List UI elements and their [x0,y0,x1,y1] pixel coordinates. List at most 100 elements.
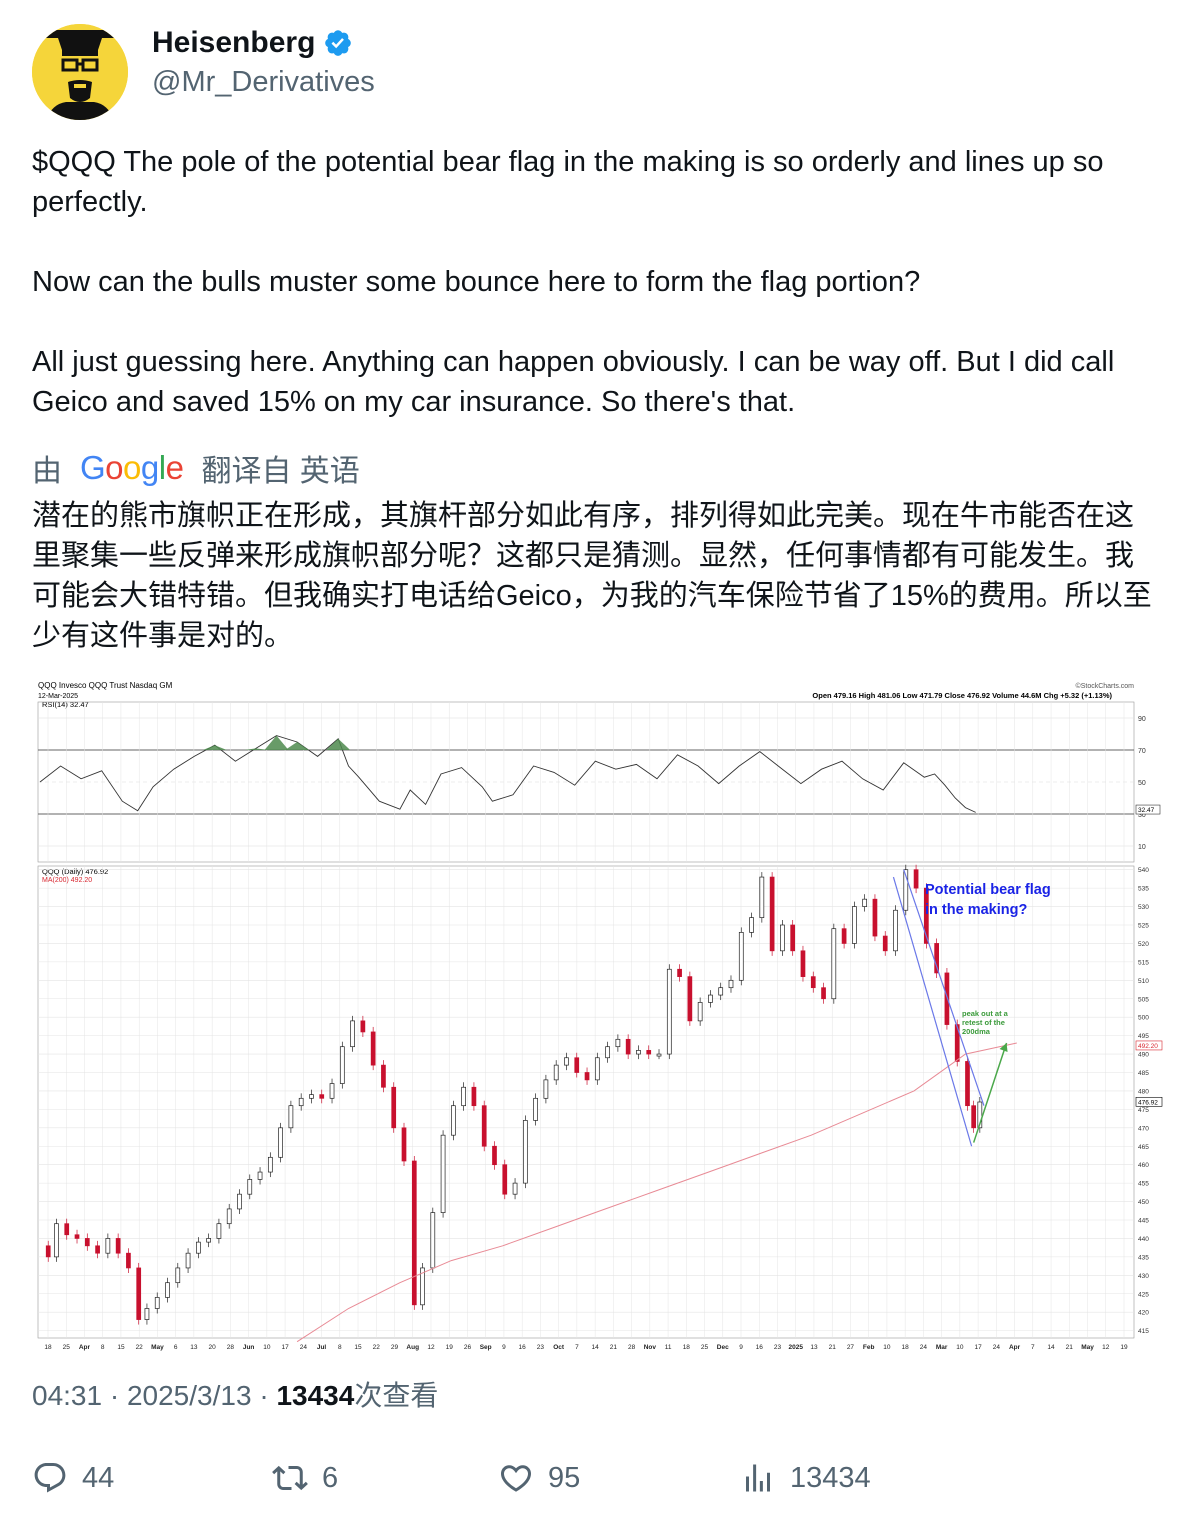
price-tick-label: 525 [1138,923,1149,930]
x-tick-label: 17 [974,1344,982,1351]
display-name[interactable]: Heisenberg [152,26,316,59]
x-tick-label: 9 [502,1344,506,1351]
candle-body [903,869,909,911]
tweet-paragraph-3: All just guessing here. Anything can hap… [32,346,1115,418]
candle-body [391,1086,397,1129]
like-button[interactable]: 95 [498,1460,580,1496]
candle-body [401,1127,407,1162]
flag-channel-upper [903,869,985,1106]
price-tick-label: 535 [1138,886,1149,893]
candle-body [512,1182,518,1195]
price-tick-label: 540 [1138,867,1149,874]
view-label: 次查看 [354,1380,439,1411]
x-tick-label: 18 [902,1344,910,1351]
user-handle[interactable]: @Mr_Derivatives [152,66,375,98]
x-tick-label: 20 [209,1344,217,1351]
candle-body [45,1245,51,1258]
x-tick-label: 28 [628,1344,636,1351]
chart-image[interactable]: QQQ Invesco QQQ Trust Nasdaq GM 12-Mar-2… [32,676,1164,1358]
price-tick-label: 490 [1138,1052,1149,1059]
x-tick-label: 21 [1066,1344,1074,1351]
close-tag-box [1135,1096,1163,1107]
candle-body [226,1208,232,1225]
candle-body [666,968,672,1055]
x-tick-label: 14 [592,1344,600,1351]
candle-body [697,1002,703,1022]
candle-body [126,1252,131,1269]
candle-body [872,898,878,937]
x-tick-label: 24 [920,1344,928,1351]
stock-chart: QQQ Invesco QQQ Trust Nasdaq GM 12-Mar-2… [37,681,1163,1351]
x-tick-label: 25 [63,1344,71,1351]
candle-body [175,1267,181,1284]
tweet-paragraph-1: $QQQ The pole of the potential bear flag… [32,146,1104,218]
candle-body [84,1238,90,1247]
price-tick-label: 425 [1138,1291,1149,1298]
candle-body [605,1046,610,1059]
translated-text: 潜在的熊市旗帜正在形成，其旗杆部分如此有序，排列得如此完美。现在牛市能否在这里聚… [32,500,1152,652]
name-row: Heisenberg [152,26,353,60]
candle-body [780,924,785,952]
price-tick-label: 470 [1138,1125,1149,1132]
candle-body [790,924,796,952]
candle-body [708,994,713,1003]
rsi-series [39,735,976,813]
rsi-panel: 90 70 50 30 10 32.47 [37,701,1161,863]
tweet-time[interactable]: 04:31 [32,1380,103,1411]
candle-body [522,1120,528,1184]
candle-body [64,1223,70,1236]
candle-body [451,1105,456,1136]
candle-body [574,1057,580,1073]
candle-body [440,1134,446,1213]
repost-button[interactable]: 6 [272,1460,338,1496]
x-tick-label: 22 [373,1344,381,1351]
x-axis: 18 25 Apr 8 15 22 May 6 13 20 28 Jun 10 17 24 Jul 8 15 22 2… [44,702,1128,1351]
candle-body [185,1252,191,1269]
views-count: 13434 [790,1461,871,1494]
x-tick-label: 10 [956,1344,964,1351]
candle-body [882,935,888,952]
candle-body [615,1038,621,1048]
x-tick-label: Sep [480,1344,492,1351]
annotation-small-3: 200dma [962,1027,991,1036]
x-tick-label: 21 [829,1344,837,1351]
price-tick-label: 520 [1138,941,1149,948]
price-tick-label: 485 [1138,1070,1149,1077]
x-tick-label: 10 [883,1344,891,1351]
price-tick-label: 495 [1138,1033,1149,1040]
candle-body [216,1223,222,1239]
x-tick-label: 25 [701,1344,709,1351]
candle-body [136,1267,142,1320]
like-count: 95 [548,1461,581,1494]
avatar[interactable] [32,24,128,120]
candle-body [718,987,724,996]
annotation-small-2: retest of the [962,1018,1005,1027]
x-tick-label: 22 [136,1344,144,1351]
x-tick-label: 16 [756,1344,764,1351]
translation-attribution[interactable]: 由 Google 翻译自 英语 [32,446,360,490]
tweet-date[interactable]: 2025/3/13 [126,1380,252,1411]
candle-body [492,1145,497,1166]
meta-sep-2: · [259,1380,269,1411]
rsi-value-tag-box [1135,804,1161,815]
rsi-tick-label: 30 [1138,812,1146,819]
views-button[interactable]: 13434 [740,1460,871,1496]
x-tick-label: 10 [263,1344,271,1351]
reply-button[interactable]: 44 [32,1460,114,1496]
x-tick-label: 8 [338,1344,342,1351]
x-tick-label: 6 [174,1344,178,1351]
candle-body [533,1097,538,1121]
rsi-value-tag: 32.47 [1138,807,1155,814]
candle-body [584,1072,590,1081]
candle-body [381,1064,386,1088]
chart-title: QQQ Invesco QQQ Trust Nasdaq GM [38,681,173,690]
candle-body [831,928,837,1000]
candle-body [749,917,754,933]
google-logo: Google [80,449,184,486]
chart-source: ©StockCharts.com [1076,682,1135,690]
rsi-overbought-area [202,745,227,750]
price-tick-label: 440 [1138,1236,1149,1243]
rsi-line [39,735,976,813]
rsi-tick-label: 70 [1138,748,1146,755]
candle-body [769,876,775,952]
